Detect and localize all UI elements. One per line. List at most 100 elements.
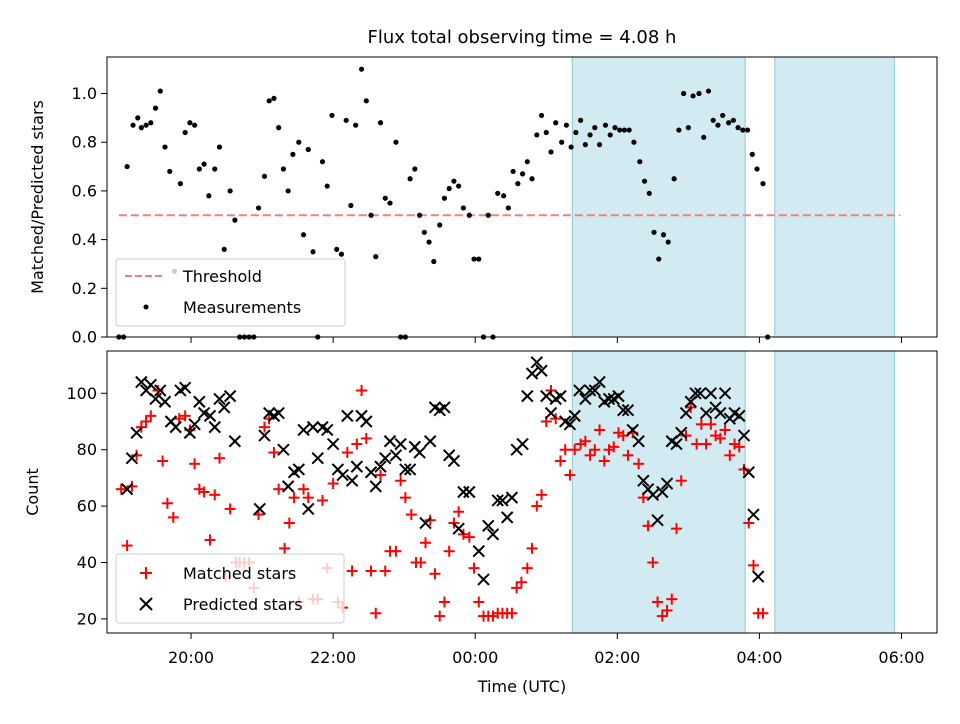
measurement-point xyxy=(124,163,130,170)
predicted-point xyxy=(472,545,485,558)
predicted-point xyxy=(399,463,412,476)
predicted-point xyxy=(169,420,182,434)
measurement-point xyxy=(744,127,751,133)
predicted-point xyxy=(302,502,315,516)
matched-point xyxy=(434,610,446,622)
y-tick-label: 0.2 xyxy=(72,279,97,298)
measurement-point xyxy=(187,120,193,126)
measurement-point xyxy=(266,98,272,104)
predicted-point xyxy=(714,406,727,420)
matched-point xyxy=(757,607,769,619)
matched-point xyxy=(429,568,441,580)
measurement-point xyxy=(305,146,311,153)
measurement-point xyxy=(329,112,335,119)
measurement-point xyxy=(319,159,326,165)
predicted-point xyxy=(223,389,237,403)
predicted-point xyxy=(297,423,310,437)
matched-point xyxy=(463,531,475,543)
predicted-point xyxy=(158,395,172,408)
measurement-point xyxy=(548,149,554,155)
predicted-point xyxy=(154,384,167,397)
matched-point xyxy=(224,503,236,515)
measurement-point xyxy=(310,249,316,255)
measurement-point xyxy=(690,93,696,99)
matched-point xyxy=(420,537,432,549)
predicted-point xyxy=(228,435,242,448)
predicted-point xyxy=(360,415,373,428)
measurement-point xyxy=(221,246,227,252)
predicted-point xyxy=(593,375,606,389)
matched-point xyxy=(733,441,745,453)
measurement-point xyxy=(749,151,755,157)
matched-point xyxy=(564,469,576,481)
matched-point xyxy=(198,486,210,498)
predicted-point xyxy=(419,516,432,530)
matched-point xyxy=(652,596,664,608)
predicted-point xyxy=(679,406,693,420)
matched-point xyxy=(569,444,581,456)
shaded-interval-1 xyxy=(571,56,746,338)
matched-point xyxy=(691,438,703,450)
predicted-point xyxy=(311,451,324,465)
matched-point xyxy=(268,447,280,459)
predicted-point xyxy=(563,418,577,431)
matched-point xyxy=(511,582,523,594)
measurement-point xyxy=(720,112,726,119)
predicted-point xyxy=(424,435,437,448)
measurement-point xyxy=(476,256,482,262)
y-tick-label: 1.0 xyxy=(72,84,97,103)
predicted-point xyxy=(540,389,553,403)
predicted-point xyxy=(218,401,231,414)
measurement-point xyxy=(676,127,682,133)
x-tick-label: 20:00 xyxy=(168,648,214,667)
measurement-point xyxy=(368,212,374,218)
predicted-point xyxy=(125,451,139,465)
measurement-point xyxy=(524,159,530,165)
x-tick-label: 06:00 xyxy=(878,648,924,667)
predicted-point xyxy=(306,420,320,434)
measurement-point xyxy=(387,200,393,206)
matched-point xyxy=(666,593,678,605)
x-tick-label: 02:00 xyxy=(594,648,640,667)
measurement-point xyxy=(592,125,598,131)
y-tick-label: 40 xyxy=(77,553,97,572)
predicted-point xyxy=(500,511,514,524)
matched-point xyxy=(213,452,225,464)
measurement-point xyxy=(715,122,721,128)
predicted-point xyxy=(447,454,461,468)
matched-point xyxy=(719,424,731,436)
matched-point xyxy=(140,416,152,427)
bottom-legend: Matched stars Predicted stars xyxy=(115,553,345,624)
matched-point xyxy=(365,565,377,577)
predicted-point xyxy=(525,367,539,380)
predicted-point xyxy=(374,460,387,473)
predicted-point xyxy=(530,356,544,369)
predicted-point xyxy=(693,387,707,400)
measurement-point xyxy=(148,120,154,126)
predicted-point xyxy=(336,468,349,482)
measurement-point xyxy=(510,168,516,175)
measurement-point xyxy=(201,161,207,167)
predicted-point xyxy=(718,387,732,400)
measurement-point xyxy=(553,120,559,126)
measurement-point xyxy=(377,120,384,126)
measurement-point xyxy=(495,190,501,196)
predicted-point xyxy=(321,423,334,437)
bottom-predicted-points xyxy=(120,356,765,586)
measurement-point xyxy=(271,95,277,101)
predicted-point xyxy=(149,392,162,406)
x-tick-label: 22:00 xyxy=(310,648,356,667)
measurement-point xyxy=(660,232,667,238)
bottom-legend-box xyxy=(115,553,345,624)
matched-point xyxy=(167,511,179,523)
matched-point xyxy=(395,475,407,487)
predicted-point xyxy=(383,435,397,448)
measurement-point xyxy=(152,105,159,111)
predicted-point xyxy=(463,485,476,499)
matched-point xyxy=(370,607,382,619)
measurement-point xyxy=(255,205,262,211)
predicted-point xyxy=(621,404,635,417)
measurement-point xyxy=(416,212,423,218)
measurement-point xyxy=(631,139,637,145)
predicted-point xyxy=(292,463,306,476)
